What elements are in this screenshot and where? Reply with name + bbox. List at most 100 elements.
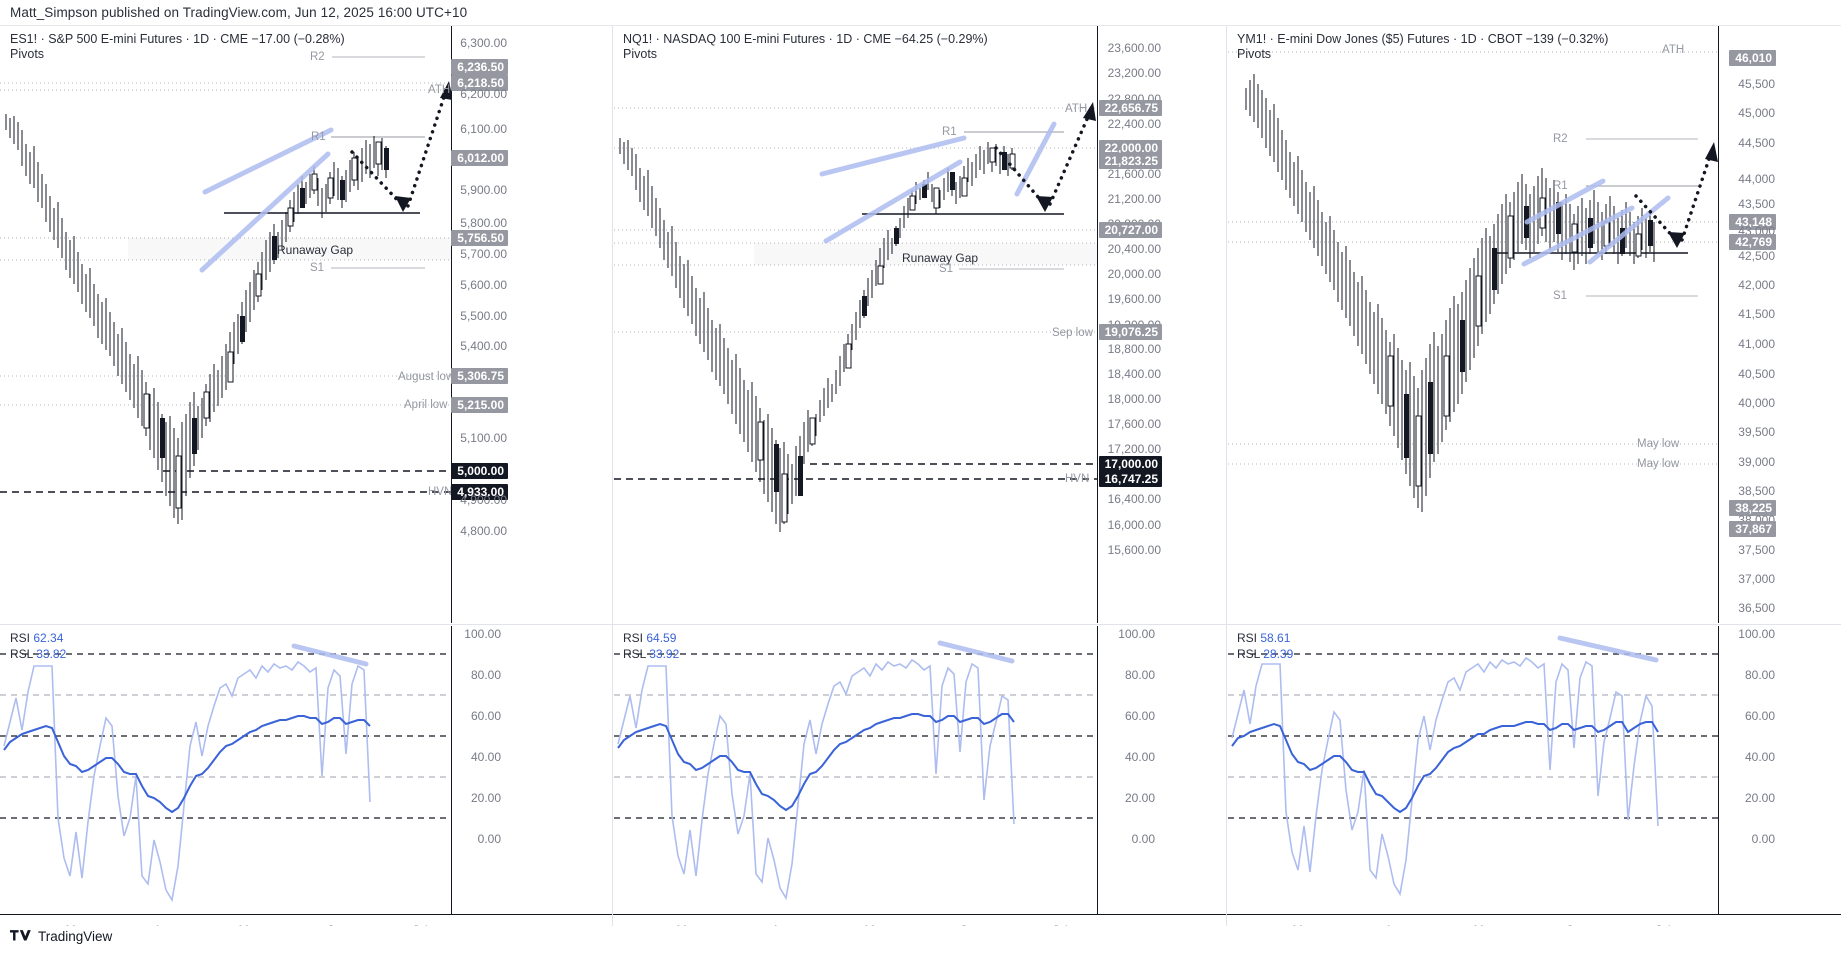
pane-divider bbox=[0, 624, 613, 625]
price-tick: 5,900.00 bbox=[460, 183, 507, 197]
price-tick: 15,600.00 bbox=[1107, 543, 1161, 557]
footer-bar: TradingView bbox=[0, 926, 1841, 953]
rsi-tick: 0.00 bbox=[1131, 832, 1155, 846]
price-tick: 17,600.00 bbox=[1107, 417, 1161, 431]
rsi-tick: 100.00 bbox=[1738, 627, 1775, 641]
price-tick-highlight: 19,076.25 bbox=[1098, 324, 1162, 340]
rsi-tick: 20.00 bbox=[1744, 791, 1775, 805]
price-tick: 17,200.00 bbox=[1107, 442, 1161, 456]
pane-divider-bottom bbox=[0, 914, 613, 915]
legend-symbol-line: YM1! · E-mini Dow Jones ($5) Futures · 1… bbox=[1237, 32, 1609, 46]
price-tick-highlight: 37,867 bbox=[1729, 521, 1776, 537]
plot-label: S1 bbox=[310, 262, 325, 274]
price-tick: 40,500 bbox=[1738, 367, 1775, 381]
legend-symbol-line: NQ1! · NASDAQ 100 E-mini Futures · 1D · … bbox=[623, 32, 988, 46]
rsl-value: 33.92 bbox=[649, 647, 680, 661]
price-tick: 39,500 bbox=[1738, 425, 1775, 439]
price-plot-es1[interactable]: R2 ATH R1 Runaway Gap S1 August low Apri… bbox=[0, 26, 451, 623]
price-pane-nq1[interactable]: ATH R1 Runaway Gap S1 Sep low HVN 23,600… bbox=[613, 26, 1227, 623]
chart-panel-nq1[interactable]: ATH R1 Runaway Gap S1 Sep low HVN 23,600… bbox=[613, 26, 1227, 950]
rsi-label: RSI bbox=[623, 631, 644, 645]
rsi-tick: 80.00 bbox=[470, 668, 501, 682]
price-tick: 5,600.00 bbox=[460, 278, 507, 292]
scale-border bbox=[451, 26, 452, 623]
rsi-scale-ym1[interactable]: 100.00 80.00 60.00 40.00 20.00 0.00 bbox=[1718, 626, 1841, 914]
rsi-tick: 40.00 bbox=[1744, 750, 1775, 764]
rsi-value: 62.34 bbox=[33, 631, 64, 645]
plot-label: May low bbox=[1637, 458, 1680, 470]
rsi-plot-nq1[interactable] bbox=[614, 626, 1097, 914]
price-tick: 44,000 bbox=[1738, 172, 1775, 186]
rsi-scale-nq1[interactable]: 100.00 80.00 60.00 40.00 20.00 0.00 bbox=[1097, 626, 1227, 914]
rsi-tick: 60.00 bbox=[1744, 709, 1775, 723]
price-tick-highlight-dark: 4,933.00 bbox=[451, 484, 508, 500]
rsi-tick: 100.00 bbox=[1118, 627, 1155, 641]
chart-legend-ym1: YM1! · E-mini Dow Jones ($5) Futures · 1… bbox=[1237, 32, 1608, 62]
price-tick: 18,400.00 bbox=[1107, 367, 1161, 381]
pane-divider bbox=[1227, 624, 1841, 625]
price-chart-svg-es1 bbox=[0, 56, 451, 524]
plot-label: R2 bbox=[310, 51, 325, 63]
chart-panel-ym1[interactable]: ATH R2 R1 S1 May low May low 46,010 45,5… bbox=[1227, 26, 1841, 950]
price-tick-highlight: 21,823.25 bbox=[1098, 153, 1162, 169]
tradingview-wordmark: TradingView bbox=[38, 929, 113, 944]
rsi-value: 64.59 bbox=[646, 631, 677, 645]
price-tick: 45,500 bbox=[1738, 77, 1775, 91]
rsi-value: 58.61 bbox=[1260, 631, 1291, 645]
price-tick: 41,500 bbox=[1738, 307, 1775, 321]
rsl-label: RSL bbox=[10, 647, 33, 661]
legend-symbol-line: ES1! · S&P 500 E-mini Futures · 1D · CME… bbox=[10, 32, 345, 46]
price-scale-nq1[interactable]: 23,600.00 23,200.00 22,800.00 22,656.75 … bbox=[1097, 26, 1227, 623]
price-tick: 16,400.00 bbox=[1107, 492, 1161, 506]
rsi-plot-es1[interactable] bbox=[0, 626, 451, 914]
rsi-legend-nq1: RSI 64.59 RSL 33.92 bbox=[623, 630, 679, 662]
chart-panel-es1[interactable]: R2 ATH R1 Runaway Gap S1 August low Apri… bbox=[0, 26, 613, 950]
legend-study-line: Pivots bbox=[1237, 47, 1272, 61]
pane-divider bbox=[613, 624, 1227, 625]
rsi-pane-ym1[interactable]: 100.00 80.00 60.00 40.00 20.00 0.00 RSI … bbox=[1227, 626, 1841, 914]
rsi-plot-ym1[interactable] bbox=[1228, 626, 1718, 914]
rsi-tick: 80.00 bbox=[1744, 668, 1775, 682]
plot-label: August low bbox=[398, 371, 451, 383]
price-pane-ym1[interactable]: ATH R2 R1 S1 May low May low 46,010 45,5… bbox=[1227, 26, 1841, 623]
rsi-tick: 20.00 bbox=[1124, 791, 1155, 805]
rsi-chart-svg-ym1 bbox=[1228, 635, 1718, 897]
rsi-tick: 60.00 bbox=[470, 709, 501, 723]
rsi-pane-nq1[interactable]: 100.00 80.00 60.00 40.00 20.00 0.00 RSI … bbox=[613, 626, 1227, 914]
price-plot-nq1[interactable]: ATH R1 Runaway Gap S1 Sep low HVN bbox=[614, 26, 1097, 623]
tradingview-logo[interactable]: TradingView bbox=[10, 929, 112, 944]
rsi-scale-es1[interactable]: 100.00 80.00 60.00 40.00 20.00 0.00 bbox=[451, 626, 613, 914]
rsi-pane-es1[interactable]: 100.00 80.00 60.00 40.00 20.00 0.00 RSI … bbox=[0, 626, 613, 914]
price-tick-highlight: 5,756.50 bbox=[451, 230, 508, 246]
plot-label: April low bbox=[404, 399, 448, 411]
price-tick: 42,000 bbox=[1738, 278, 1775, 292]
price-tick: 37,000 bbox=[1738, 572, 1775, 586]
rsi-tick: 0.00 bbox=[1751, 832, 1775, 846]
price-tick-highlight: 6,236.50 bbox=[451, 59, 508, 75]
price-tick-highlight: 38,225 bbox=[1729, 500, 1776, 516]
plot-label: May low bbox=[1637, 438, 1680, 450]
rsi-label: RSI bbox=[10, 631, 31, 645]
price-tick-highlight: 6,012.00 bbox=[451, 150, 508, 166]
rsl-value: 33.82 bbox=[36, 647, 67, 661]
rsi-tick: 0.00 bbox=[477, 832, 501, 846]
rsi-tick: 40.00 bbox=[1124, 750, 1155, 764]
price-scale-es1[interactable]: 6,300.00 6,236.50 6,218.50 6,200.00 6,10… bbox=[451, 26, 613, 623]
column-separator bbox=[1226, 26, 1227, 926]
rsi-tick: 80.00 bbox=[1124, 668, 1155, 682]
price-tick: 23,600.00 bbox=[1107, 41, 1161, 55]
rsl-label: RSL bbox=[623, 647, 646, 661]
price-scale-ym1[interactable]: 46,010 45,500 45,000 44,500 44,000 43,50… bbox=[1718, 26, 1841, 623]
price-tick: 38,500 bbox=[1738, 484, 1775, 498]
tradingview-mark-icon bbox=[10, 930, 31, 941]
rsi-tick: 100.00 bbox=[464, 627, 501, 641]
plot-label: HVN bbox=[428, 486, 451, 498]
price-tick: 19,600.00 bbox=[1107, 292, 1161, 306]
price-plot-ym1[interactable]: ATH R2 R1 S1 May low May low bbox=[1228, 26, 1718, 623]
price-tick: 37,500 bbox=[1738, 543, 1775, 557]
price-pane-es1[interactable]: R2 ATH R1 Runaway Gap S1 August low Apri… bbox=[0, 26, 613, 623]
price-tick: 6,200.00 bbox=[460, 87, 507, 101]
price-tick: 41,000 bbox=[1738, 337, 1775, 351]
price-tick: 42,500 bbox=[1738, 249, 1775, 263]
plot-label: R1 bbox=[942, 126, 957, 138]
